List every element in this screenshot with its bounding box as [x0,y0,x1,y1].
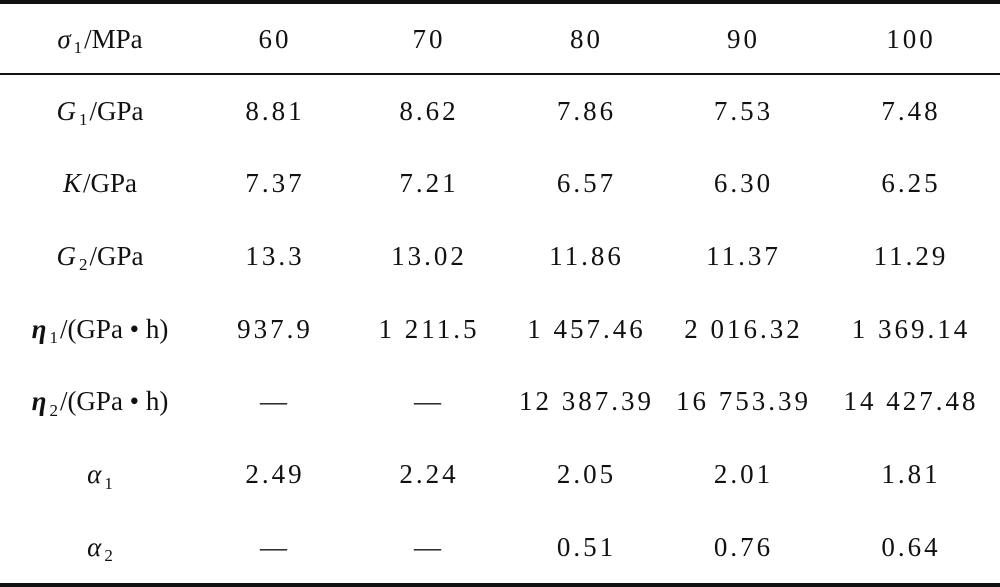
cell: 6.30 [713,168,774,199]
cell: 2.01 [713,459,774,489]
column-header: 70 [412,23,446,54]
column-header: 90 [727,23,760,54]
cell: 14 427.48 [843,386,979,417]
symbol: K [62,168,81,199]
unit: /GPa [89,240,144,271]
symbol: σ [57,23,71,54]
cell: 1.81 [881,459,941,489]
row-label: σ 1/MPa [0,3,200,75]
cell: — [260,531,290,562]
cell: — [414,386,444,417]
cell: 1 369.14 [851,313,971,344]
column-header: 80 [570,23,603,54]
symbol: G [56,240,77,271]
cell: 7.86 [556,95,617,126]
subscript: 1 [49,328,58,348]
cell: 0.64 [881,531,941,562]
cell: 12 387.39 [519,386,654,417]
cell: 8.81 [245,95,305,126]
cell: 7.48 [881,95,941,126]
row-label: K/GPa [0,148,200,220]
cell: 6.25 [881,168,941,199]
cell: 1 211.5 [378,313,480,344]
symbol: G [56,95,77,126]
subscript: 2 [49,400,58,420]
bottom-rule [0,583,1000,587]
cell: 7.53 [713,95,774,126]
cell: 11.29 [873,240,949,271]
cell: 13.3 [245,240,305,271]
cell: — [260,386,290,417]
cell: 11.86 [549,240,624,271]
unit: /GPa [89,95,144,126]
cell: 7.37 [245,168,305,199]
cell: 0.51 [556,531,617,562]
cell: 7.21 [399,168,459,199]
header-rule [0,73,1000,75]
symbol: η [31,386,47,417]
cell: 11.37 [706,240,781,271]
cell: — [414,531,444,562]
cell: 1 457.46 [527,313,646,344]
unit: /(GPa • h) [59,313,169,344]
subscript: 2 [104,546,113,566]
cell: 2.49 [245,459,305,489]
column-header: 60 [258,23,292,54]
cell: 6.57 [556,168,617,199]
cell: 16 753.39 [676,386,811,417]
cell: 0.76 [713,531,774,562]
cell: 2 016.32 [684,313,803,344]
unit: /GPa [83,168,137,199]
row-label: G 2/GPa [0,220,200,292]
row-label: η 1/(GPa • h) [0,293,200,365]
cell: 2.24 [399,459,459,489]
cell: 13.02 [391,240,467,271]
row-label: η 2/(GPa • h) [0,366,200,438]
cell: 937.9 [237,313,313,344]
symbol: α [87,459,102,489]
subscript: 2 [79,255,88,275]
unit: /(GPa • h) [59,386,169,417]
row-label: G 1/GPa [0,75,200,147]
symbol: η [31,313,47,344]
top-rule [0,0,1000,4]
unit: /MPa [84,23,143,54]
subscript: 1 [73,38,83,57]
subscript: 1 [104,473,113,493]
column-header: 100 [886,23,936,54]
subscript: 1 [79,110,88,129]
cell: 8.62 [399,95,459,126]
symbol: α [87,531,102,562]
cell: 2.05 [556,459,617,489]
